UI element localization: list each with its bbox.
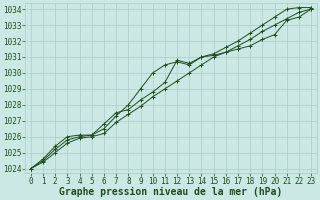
- X-axis label: Graphe pression niveau de la mer (hPa): Graphe pression niveau de la mer (hPa): [60, 187, 283, 197]
